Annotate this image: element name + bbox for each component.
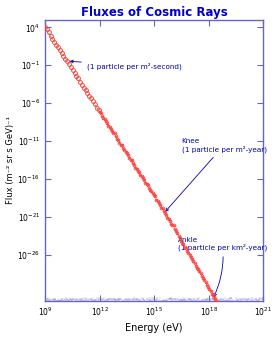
Y-axis label: Flux (m⁻² sr s GeV)⁻¹: Flux (m⁻² sr s GeV)⁻¹ (6, 116, 14, 204)
Text: Ankle
(1 particle per km²-year): Ankle (1 particle per km²-year) (178, 237, 267, 296)
X-axis label: Energy (eV): Energy (eV) (125, 323, 183, 334)
Title: Fluxes of Cosmic Rays: Fluxes of Cosmic Rays (81, 5, 228, 19)
Text: Knee
(1 particle per m²-year): Knee (1 particle per m²-year) (166, 138, 267, 211)
Text: (1 particle per m²-second): (1 particle per m²-second) (71, 60, 182, 70)
